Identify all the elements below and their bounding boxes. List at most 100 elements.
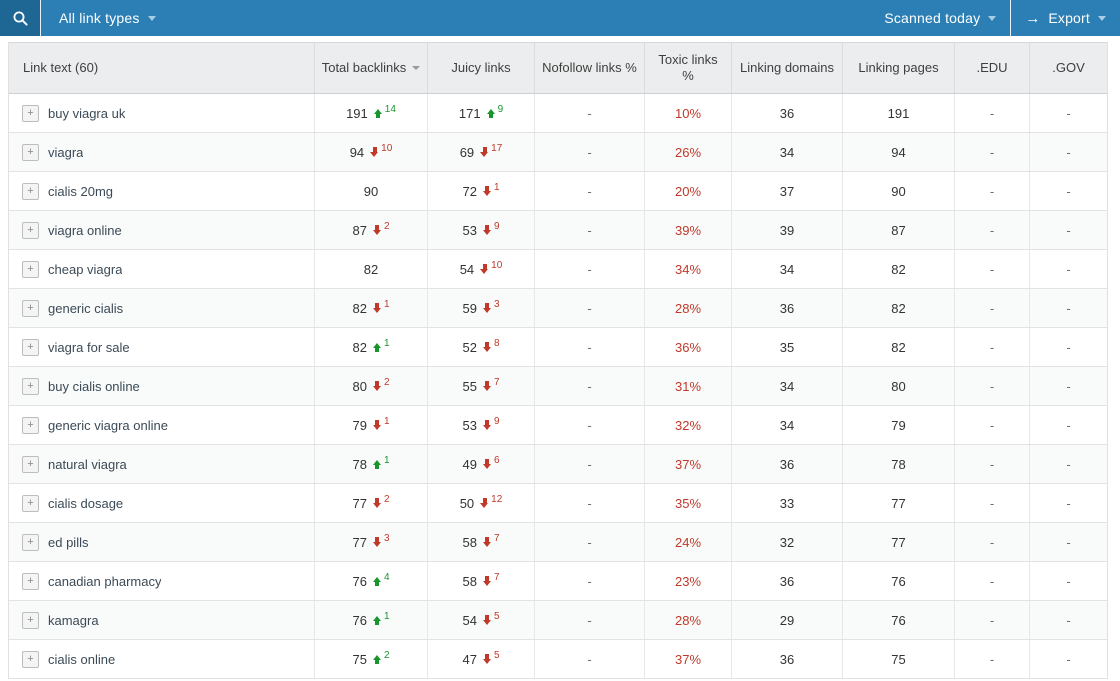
cell-toxic: 34% — [644, 250, 731, 288]
expand-row-button[interactable]: + — [22, 455, 39, 473]
juicy-change: 1 — [482, 182, 500, 197]
cell-toxic: 35% — [644, 484, 731, 522]
cell-nofollow: - — [534, 328, 644, 366]
search-button[interactable] — [0, 0, 41, 36]
cell-domains: 36 — [731, 94, 842, 132]
edu-value: - — [989, 612, 995, 628]
nofollow-value: - — [587, 612, 592, 628]
total-value: 79 — [352, 417, 367, 433]
expand-row-button[interactable]: + — [22, 299, 39, 317]
column-header-link-text[interactable]: Link text (60) — [9, 43, 314, 93]
column-header-toxic-links[interactable]: Toxic links % — [644, 43, 731, 93]
gov-value: - — [1066, 456, 1071, 472]
juicy-change: 12 — [480, 494, 502, 509]
cell-domains: 34 — [731, 250, 842, 288]
domains-value: 37 — [779, 183, 795, 199]
link-type-filter-dropdown[interactable]: All link types — [41, 0, 170, 36]
expand-row-button[interactable]: + — [22, 650, 39, 668]
cell-pages: 87 — [842, 211, 954, 249]
column-header-gov[interactable]: .GOV — [1029, 43, 1107, 93]
down-arrow-icon — [482, 615, 492, 626]
expand-row-button[interactable]: + — [22, 182, 39, 200]
link-text: buy cialis online — [48, 378, 140, 394]
domains-value: 36 — [779, 105, 795, 121]
column-header-juicy-links[interactable]: Juicy links — [427, 43, 534, 93]
cell-total: 191 14 — [314, 94, 427, 132]
pages-value: 80 — [891, 378, 906, 394]
cell-total: 79 1 — [314, 406, 427, 444]
column-header-edu[interactable]: .EDU — [954, 43, 1029, 93]
cell-juicy: 55 7 — [427, 367, 534, 405]
edu-value: - — [989, 534, 995, 550]
edu-value: - — [989, 261, 995, 277]
column-header-label: Juicy links — [451, 59, 511, 75]
total-delta: 2 — [383, 493, 390, 505]
juicy-value: 72 — [462, 183, 477, 199]
toxic-value: 36% — [674, 339, 702, 355]
expand-row-button[interactable]: + — [22, 416, 39, 434]
down-arrow-icon — [482, 303, 492, 314]
expand-row-button[interactable]: + — [22, 494, 39, 512]
column-header-linking-domains[interactable]: Linking domains — [731, 43, 842, 93]
down-arrow-icon — [482, 537, 492, 548]
juicy-value: 171 — [458, 105, 481, 121]
domains-value: 36 — [779, 651, 795, 667]
down-arrow-icon — [370, 147, 379, 158]
table-row: + generic cialis 82 1 59 3 - 28% 36 82 - - — [9, 289, 1107, 328]
cell-gov: - — [1029, 562, 1107, 600]
expand-row-button[interactable]: + — [22, 260, 39, 278]
total-delta: 1 — [383, 337, 390, 349]
cell-pages: 191 — [842, 94, 954, 132]
cell-total: 78 1 — [314, 445, 427, 483]
column-header-total-backlinks[interactable]: Total backlinks — [314, 43, 427, 93]
cell-edu: - — [954, 328, 1029, 366]
table-row: + kamagra 76 1 54 5 - 28% 29 76 - - — [9, 601, 1107, 640]
export-arrow-icon: → — [1025, 9, 1041, 27]
cell-total: 77 2 — [314, 484, 427, 522]
toxic-value: 35% — [674, 495, 702, 511]
total-change: 1 — [372, 338, 390, 353]
export-button[interactable]: → Export — [1010, 0, 1120, 36]
table-header-row: Link text (60) Total backlinks Juicy links… — [9, 42, 1107, 94]
cell-link-text: + buy cialis online — [9, 367, 314, 405]
total-value: 82 — [352, 300, 367, 316]
expand-row-button[interactable]: + — [22, 104, 39, 122]
total-value: 77 — [352, 495, 367, 511]
edu-value: - — [989, 105, 995, 121]
nofollow-value: - — [587, 261, 592, 277]
total-delta: 1 — [383, 610, 390, 622]
total-value: 87 — [352, 222, 367, 238]
total-change: 4 — [372, 572, 390, 587]
cell-pages: 78 — [842, 445, 954, 483]
cell-pages: 82 — [842, 289, 954, 327]
column-header-label: Nofollow links % — [542, 59, 637, 75]
cell-nofollow: - — [534, 445, 644, 483]
expand-row-button[interactable]: + — [22, 377, 39, 395]
column-header-linking-pages[interactable]: Linking pages — [842, 43, 954, 93]
cell-pages: 90 — [842, 172, 954, 210]
cell-total: 76 4 — [314, 562, 427, 600]
expand-row-button[interactable]: + — [22, 143, 39, 161]
domains-value: 39 — [779, 222, 795, 238]
scan-status-dropdown[interactable]: Scanned today — [870, 0, 1010, 36]
toxic-value: 26% — [674, 144, 702, 160]
cell-edu: - — [954, 601, 1029, 639]
total-value: 76 — [352, 573, 367, 589]
domains-value: 33 — [779, 495, 795, 511]
edu-value: - — [989, 456, 995, 472]
expand-row-button[interactable]: + — [22, 533, 39, 551]
cell-domains: 39 — [731, 211, 842, 249]
column-header-label: .GOV — [1052, 59, 1085, 75]
total-change: 1 — [372, 299, 390, 314]
juicy-change: 9 — [482, 221, 500, 236]
expand-row-button[interactable]: + — [22, 572, 39, 590]
expand-row-button[interactable]: + — [22, 338, 39, 356]
expand-row-button[interactable]: + — [22, 221, 39, 239]
column-header-label: Linking domains — [740, 59, 834, 75]
down-arrow-icon — [372, 498, 382, 509]
cell-link-text: + viagra — [9, 133, 314, 171]
down-arrow-icon — [482, 186, 492, 197]
expand-row-button[interactable]: + — [22, 611, 39, 629]
juicy-change: 9 — [482, 416, 500, 431]
column-header-nofollow-links[interactable]: Nofollow links % — [534, 43, 644, 93]
